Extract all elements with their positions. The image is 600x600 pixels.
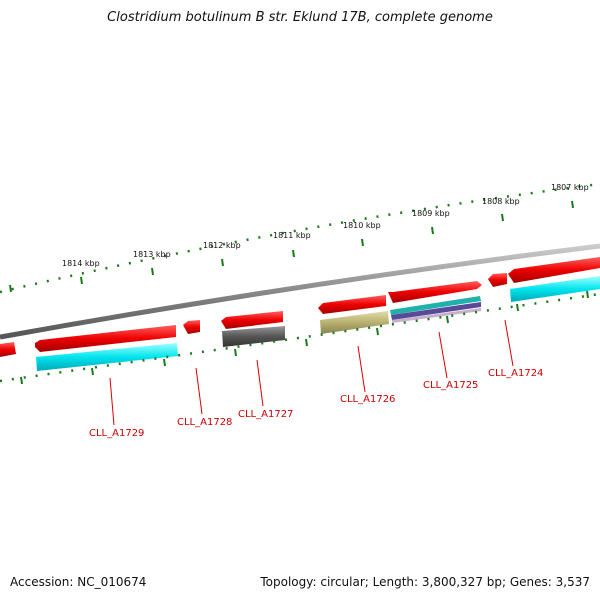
tick-label: 1808 kbp [482, 197, 520, 206]
major-tick [361, 238, 364, 247]
cds-arrow[interactable] [221, 311, 283, 329]
cds-arrow[interactable] [318, 295, 386, 314]
major-tick [151, 267, 154, 276]
major-tick [234, 348, 237, 357]
gene-block[interactable] [390, 296, 481, 315]
gene-label[interactable]: CLL_A1728 [177, 417, 232, 428]
tick-label: 1811 kbp [273, 231, 311, 240]
genome-backbone [0, 243, 600, 340]
major-tick [292, 249, 295, 258]
major-tick [305, 338, 308, 347]
major-tick [431, 226, 434, 235]
major-tick [9, 284, 12, 293]
label-leaders [109, 319, 514, 426]
map-title: Clostridium botulinum B str. Eklund 17B,… [107, 10, 493, 25]
tick-label: 1807 kbp [551, 183, 589, 192]
cds-track [0, 257, 600, 357]
gene-block[interactable] [510, 276, 600, 302]
gene-track [36, 276, 600, 371]
cds-arrow[interactable] [183, 320, 200, 334]
major-tick [20, 376, 23, 385]
gene-label[interactable]: CLL_A1727 [238, 409, 293, 420]
tick-label: 1814 kbp [62, 259, 100, 268]
gene-block[interactable] [36, 343, 178, 371]
gene-label[interactable]: CLL_A1726 [340, 394, 395, 405]
major-tick [571, 200, 574, 209]
tick-label: 1812 kbp [203, 241, 241, 250]
gene-label[interactable]: CLL_A1725 [423, 380, 478, 391]
major-tick [221, 258, 224, 267]
tick-label: 1810 kbp [343, 221, 381, 230]
cds-arrow[interactable] [35, 325, 176, 352]
cds-arrow[interactable] [0, 342, 16, 357]
inner-tick-track [0, 290, 600, 385]
gene-label[interactable]: CLL_A1729 [89, 428, 144, 439]
outer-tick-track [0, 182, 600, 294]
topology-text: Topology: circular; Length: 3,800,327 bp… [260, 575, 590, 589]
tick-label: 1813 kbp [133, 250, 171, 259]
gene-label[interactable]: CLL_A1724 [488, 368, 543, 379]
gene-block[interactable] [222, 326, 285, 347]
major-tick [501, 213, 504, 222]
major-tick [376, 327, 379, 336]
major-tick [91, 367, 94, 376]
cds-arrow[interactable] [508, 257, 600, 283]
tick-label: 1809 kbp [412, 209, 450, 218]
major-tick [163, 358, 166, 367]
major-tick [586, 290, 589, 299]
gene-block[interactable] [320, 311, 389, 334]
gene-block[interactable] [392, 308, 481, 323]
major-tick [80, 276, 83, 285]
cds-arrow[interactable] [388, 281, 482, 303]
major-tick [516, 303, 519, 312]
major-tick [446, 315, 449, 324]
accession-text: Accession: NC_010674 [10, 575, 147, 589]
cds-arrow[interactable] [488, 273, 507, 287]
gene-block[interactable] [391, 302, 481, 320]
